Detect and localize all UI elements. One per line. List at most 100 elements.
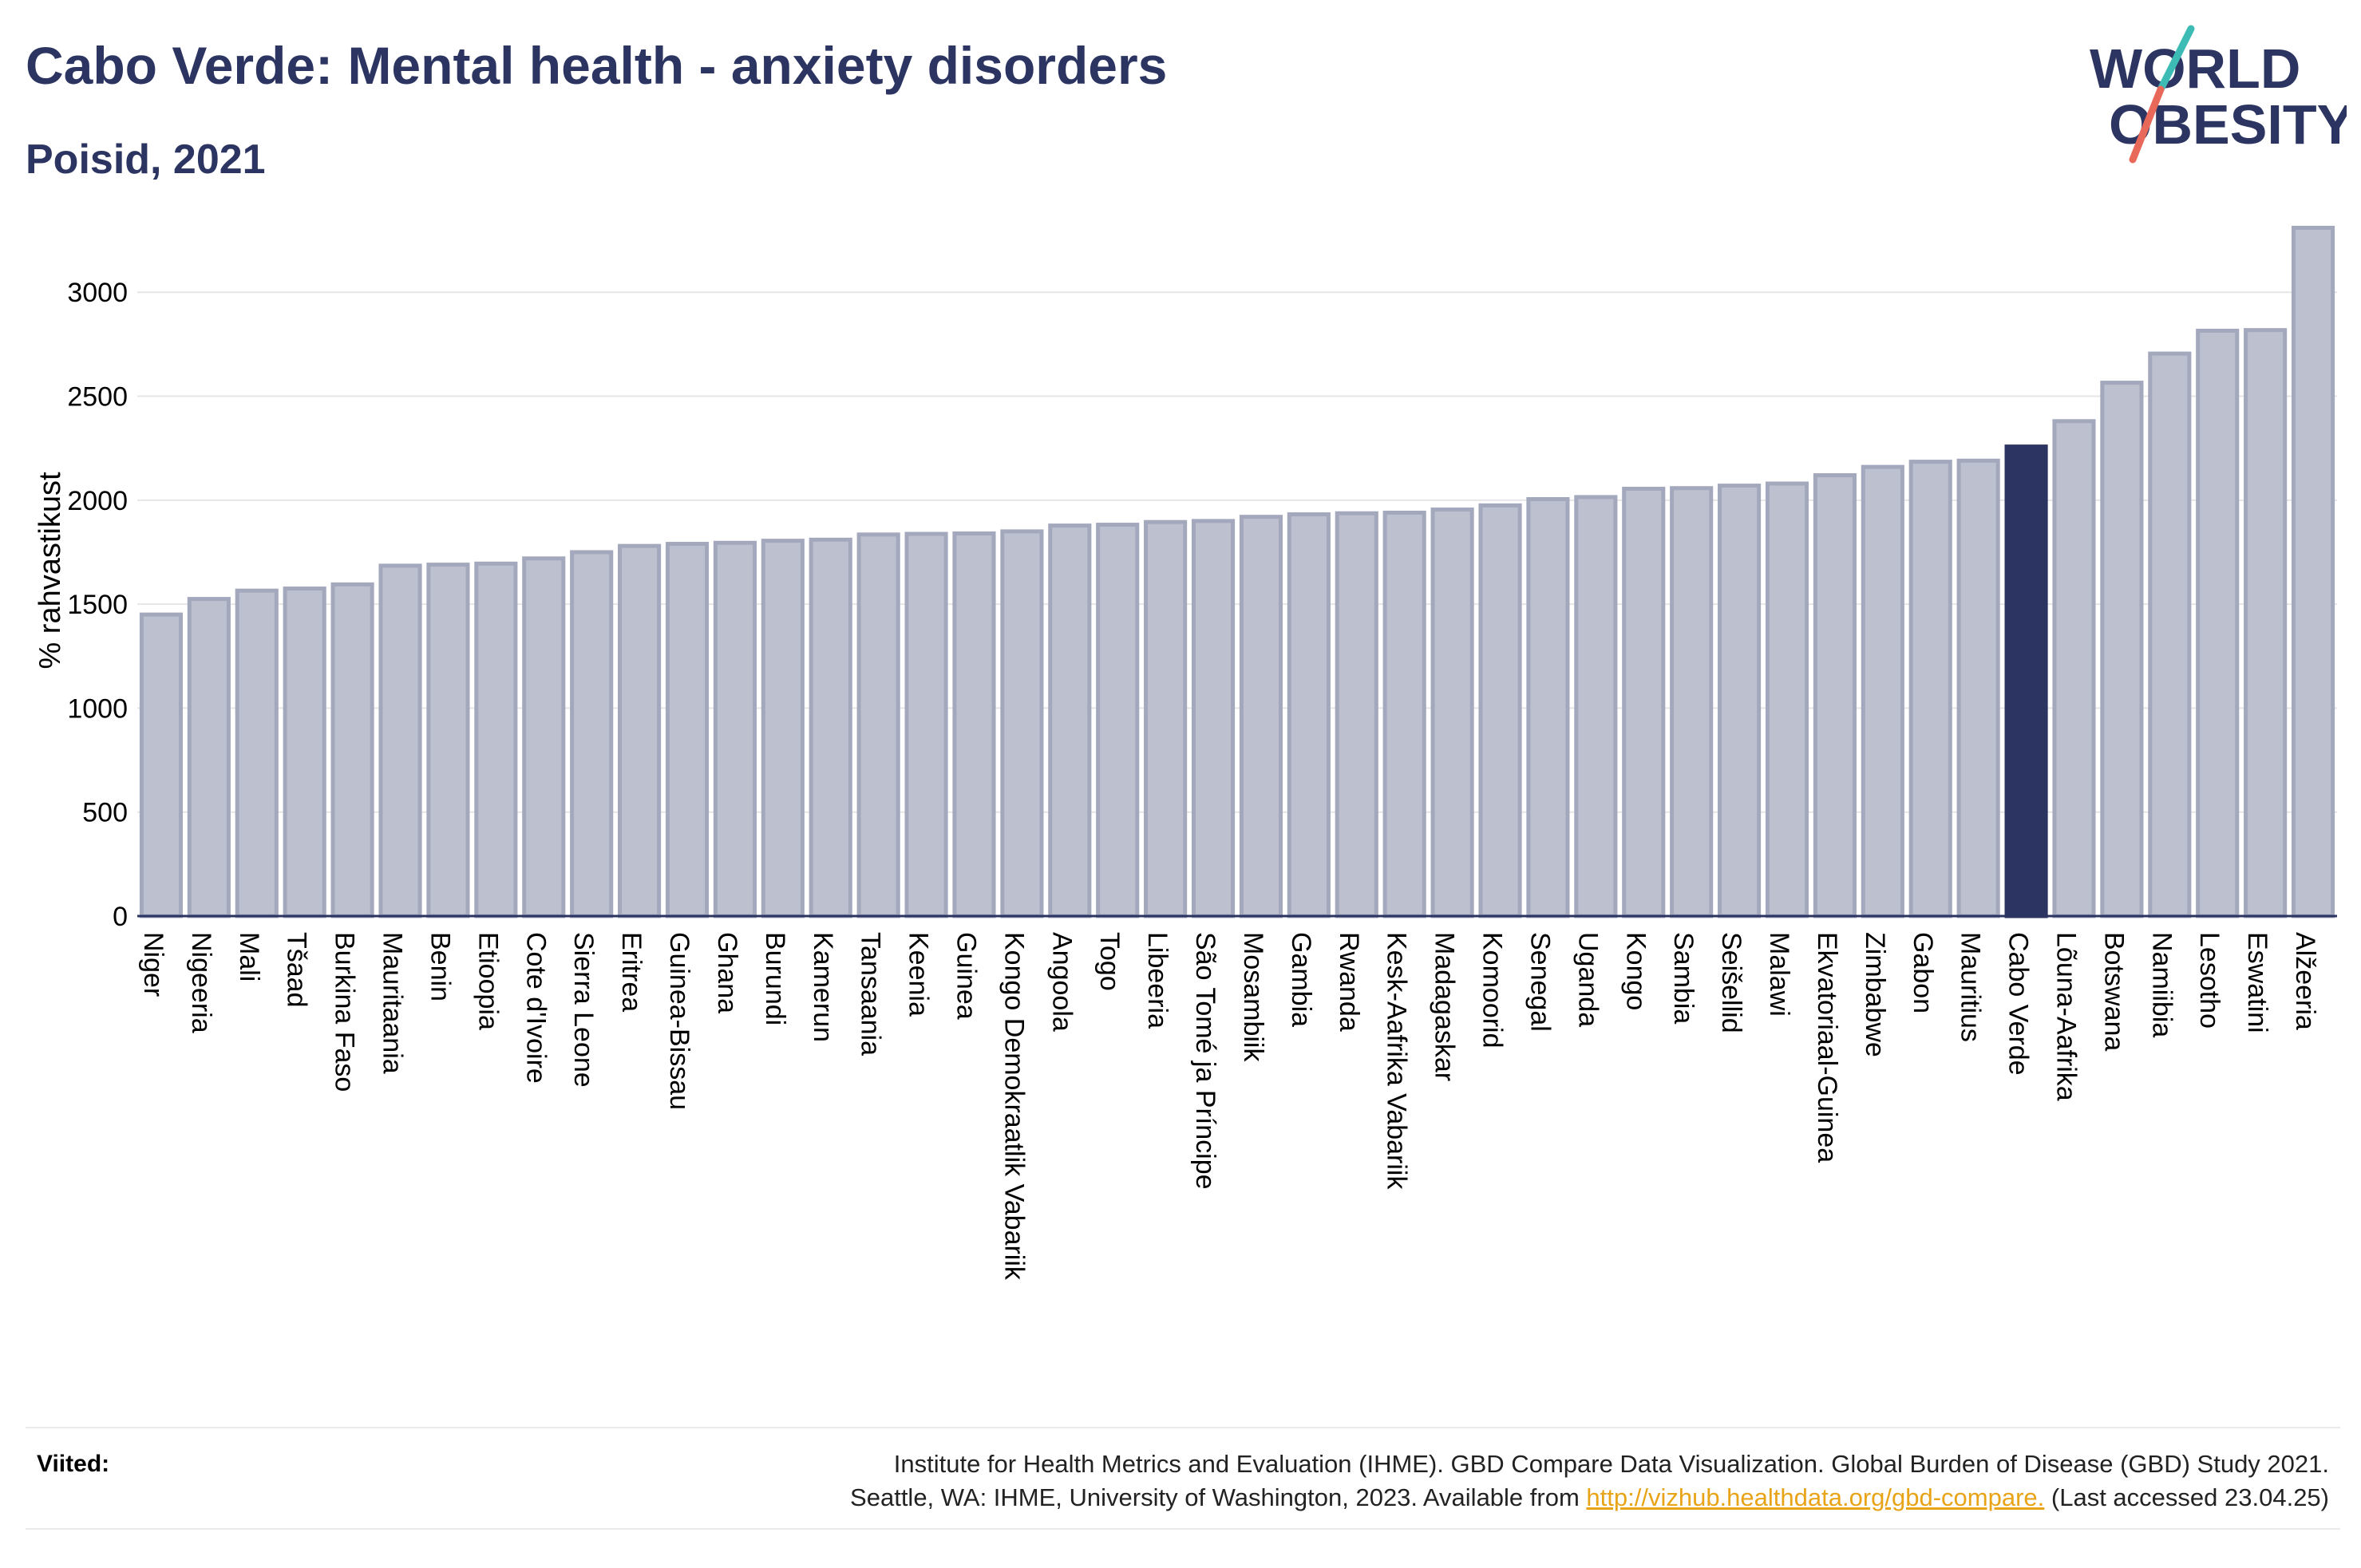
- bar-benin[interactable]: [426, 563, 470, 918]
- x-tick-label: Cote d'Ivoire: [520, 932, 551, 1084]
- x-tick-label: São Tomé ja Príncipe: [1190, 932, 1220, 1190]
- bar-lesotho[interactable]: [2196, 328, 2240, 918]
- x-tick-label: Tšaad: [282, 932, 312, 1008]
- y-tick-label: 3000: [67, 278, 128, 308]
- bar-madagaskar[interactable]: [1430, 508, 1474, 918]
- bar-nigeeria[interactable]: [187, 597, 231, 918]
- x-tick-label: Kongo Demokraatlik Vabariik: [999, 932, 1029, 1281]
- x-tick-label: Sierra Leone: [568, 932, 599, 1088]
- bar-kesk-aafrika-vabariik[interactable]: [1382, 510, 1426, 918]
- x-tick-label: Mauritaania: [378, 932, 408, 1074]
- sources-line-2-text: Seattle, WA: IHME, University of Washing…: [850, 1483, 1587, 1511]
- x-tick-label: Guinea: [951, 932, 981, 1020]
- bar-kamerun[interactable]: [809, 537, 852, 918]
- bar-sei-ellid[interactable]: [1718, 484, 1762, 918]
- y-tick-label: 0: [113, 902, 128, 932]
- bar-komoorid[interactable]: [1478, 503, 1522, 918]
- x-tick-label: Keenia: [904, 932, 934, 1017]
- y-tick-labels: 0 500 1000 1500 2000 2500 3000: [67, 278, 128, 932]
- logo-text-world: WORLD: [2090, 38, 2300, 100]
- bar-mauritius[interactable]: [1956, 458, 2000, 918]
- bar-ghana[interactable]: [713, 540, 757, 918]
- bar-rwanda[interactable]: [1335, 511, 1378, 918]
- bar-senegal[interactable]: [1526, 497, 1570, 918]
- bar-mali[interactable]: [235, 588, 279, 918]
- bar-sierra-leone[interactable]: [570, 550, 614, 918]
- x-tick-label: Nigeeria: [186, 932, 216, 1033]
- bar-mauritaania[interactable]: [378, 563, 422, 918]
- bar-etioopia[interactable]: [474, 561, 518, 918]
- bar-zimbabwe[interactable]: [1861, 464, 1904, 918]
- bar-guinea[interactable]: [952, 531, 996, 918]
- bar-burundi[interactable]: [761, 539, 805, 918]
- x-tick-label: Libeeria: [1142, 932, 1173, 1029]
- bar-botswana[interactable]: [2100, 381, 2144, 918]
- x-tick-label: Uganda: [1572, 932, 1603, 1027]
- bar-sambia[interactable]: [1670, 486, 1714, 918]
- x-tick-label: Burundi: [760, 932, 790, 1025]
- x-tick-label: Senegal: [1525, 932, 1555, 1032]
- sources-link[interactable]: http://vizhub.healthdata.org/gbd-compare…: [1586, 1483, 2045, 1511]
- bar-s-o-tom-ja-pr-ncipe[interactable]: [1191, 519, 1236, 918]
- x-tick-label: Togo: [1094, 932, 1125, 991]
- x-tick-label: Malawi: [1764, 932, 1794, 1017]
- logo-slash-red-icon: [2129, 85, 2165, 164]
- y-tick-label: 2000: [67, 486, 128, 516]
- sources-label: Viited:: [37, 1451, 110, 1477]
- bar-kongo-demokraatlik-vabariik[interactable]: [1000, 529, 1044, 918]
- bar-malawi[interactable]: [1765, 481, 1809, 918]
- bar-cote-d-ivoire[interactable]: [522, 556, 566, 918]
- x-tick-label: Benin: [425, 932, 455, 1001]
- x-tick-label: Angoola: [1046, 932, 1077, 1032]
- bar-angoola[interactable]: [1048, 523, 1092, 918]
- bar-t-aad[interactable]: [283, 587, 326, 918]
- logo-slash-teal-icon: [2157, 25, 2195, 93]
- sources-line-1: Institute for Health Metrics and Evaluat…: [893, 1450, 2329, 1478]
- bar-tansaania[interactable]: [856, 532, 900, 918]
- x-tick-label: Namiibia: [2146, 932, 2177, 1037]
- x-tick-label: Mali: [234, 932, 264, 981]
- x-tick-label: Burkina Faso: [330, 932, 360, 1092]
- bar-gambia[interactable]: [1287, 512, 1331, 918]
- x-tick-label: Lesotho: [2194, 932, 2225, 1029]
- y-axis-label: % rahvastikust: [34, 472, 67, 669]
- bar-niger[interactable]: [139, 612, 184, 918]
- bar-uganda[interactable]: [1574, 495, 1618, 918]
- bar-guinea-bissau[interactable]: [665, 542, 710, 918]
- x-tick-label: Etioopia: [473, 932, 503, 1030]
- x-tick-label: Zimbabwe: [1860, 932, 1890, 1057]
- x-tick-label: Kesk-Aafrika Vabariik: [1382, 932, 1412, 1190]
- x-tick-label: Guinea-Bissau: [664, 932, 694, 1110]
- x-tick-label: Madagaskar: [1430, 932, 1460, 1081]
- bar-libeeria[interactable]: [1144, 519, 1188, 918]
- bar-eritrea[interactable]: [618, 543, 662, 918]
- bar-l-una-aafrika[interactable]: [2052, 419, 2096, 918]
- x-tick-label: Ghana: [712, 932, 742, 1013]
- bar-keenia[interactable]: [904, 531, 948, 918]
- sources-line-2-suffix: (Last accessed 23.04.25): [2044, 1483, 2329, 1511]
- chart-subtitle: Poisid, 2021: [26, 136, 266, 183]
- bar-gabon[interactable]: [1908, 460, 1952, 918]
- x-tick-label: Cabo Verde: [2003, 932, 2034, 1076]
- bar-namiibia[interactable]: [2148, 351, 2192, 918]
- x-tick-label: Eswatini: [2242, 932, 2272, 1033]
- x-tick-label: Gabon: [1908, 932, 1938, 1013]
- bar-al-eeria[interactable]: [2291, 225, 2335, 918]
- x-tick-label: Seišellid: [1716, 932, 1746, 1033]
- sources-footer: Viited: Institute for Health Metrics and…: [26, 1427, 2340, 1530]
- bar-mosambiik[interactable]: [1239, 515, 1283, 918]
- y-tick-label: 2500: [67, 382, 128, 413]
- y-tick-label: 500: [82, 798, 128, 828]
- bar-ekvatoriaal-guinea[interactable]: [1813, 473, 1857, 918]
- bar-kongo[interactable]: [1622, 486, 1666, 918]
- bar-burkina-faso[interactable]: [330, 582, 374, 918]
- x-tick-label: Kamerun: [808, 932, 838, 1042]
- x-tick-label: Sambia: [1668, 932, 1699, 1024]
- x-tick-label: Gambia: [1286, 932, 1316, 1027]
- x-tick-label: Eritrea: [616, 932, 647, 1012]
- x-tick-label: Mauritius: [1956, 932, 1986, 1042]
- bar-chart: 0 500 1000 1500 2000 2500 3000 Niger Nigeeria Ma…: [34, 225, 2337, 1281]
- bar-cabo-verde[interactable]: [2004, 444, 2048, 918]
- bar-togo[interactable]: [1096, 523, 1140, 918]
- bar-eswatini[interactable]: [2244, 328, 2288, 918]
